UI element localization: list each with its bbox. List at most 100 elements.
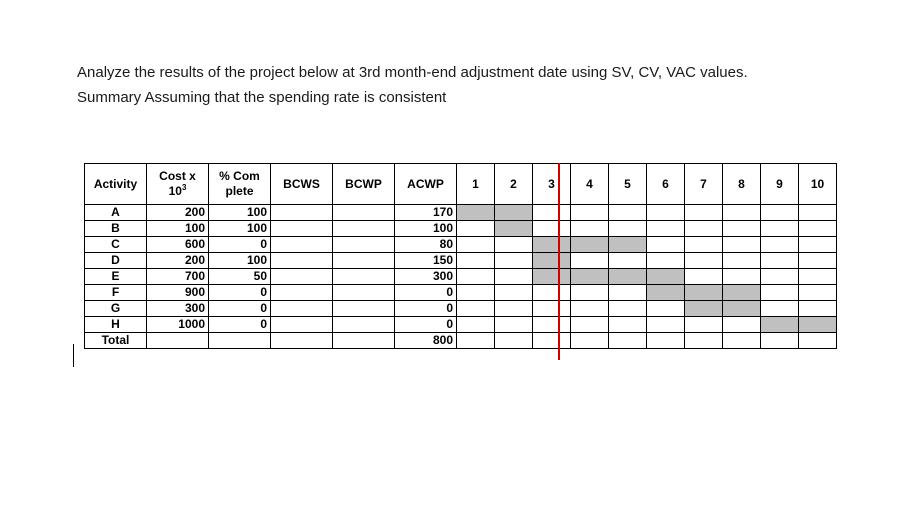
gantt-empty-cell bbox=[646, 220, 685, 237]
gantt-empty-cell bbox=[532, 332, 571, 349]
cell-bcwp bbox=[332, 252, 395, 269]
table-row: D 200 100 150 bbox=[84, 252, 837, 269]
header-month: 4 bbox=[570, 163, 609, 205]
gantt-empty-cell bbox=[570, 204, 609, 221]
cell-bcws bbox=[270, 316, 333, 333]
gantt-bar-cell bbox=[684, 284, 723, 301]
gantt-bar-cell bbox=[684, 300, 723, 317]
header-month: 3 bbox=[532, 163, 571, 205]
table-row: B 100 100 100 bbox=[84, 220, 837, 237]
cell-cost: 700 bbox=[146, 268, 209, 285]
header-percent-complete: % Com plete bbox=[208, 163, 271, 205]
cell-cost: 300 bbox=[146, 300, 209, 317]
gantt-empty-cell bbox=[684, 252, 723, 269]
gantt-empty-cell bbox=[570, 252, 609, 269]
cell-complete: 0 bbox=[208, 300, 271, 317]
gantt-empty-cell bbox=[760, 220, 799, 237]
cell-bcws bbox=[270, 204, 333, 221]
gantt-empty-cell bbox=[456, 316, 495, 333]
gantt-empty-cell bbox=[608, 284, 647, 301]
total-cost bbox=[146, 332, 209, 349]
gantt-empty-cell bbox=[798, 220, 837, 237]
gantt-empty-cell bbox=[570, 332, 609, 349]
total-row: Total 800 bbox=[84, 332, 837, 349]
gantt-empty-cell bbox=[494, 252, 533, 269]
cell-bcwp bbox=[332, 220, 395, 237]
instruction-line-2: Summary Assuming that the spending rate … bbox=[77, 89, 447, 106]
cell-activity: H bbox=[84, 316, 147, 333]
gantt-empty-cell bbox=[722, 268, 761, 285]
header-month: 5 bbox=[608, 163, 647, 205]
gantt-bar-cell bbox=[532, 252, 571, 269]
gantt-empty-cell bbox=[646, 300, 685, 317]
gantt-empty-cell bbox=[532, 316, 571, 333]
cell-complete: 100 bbox=[208, 220, 271, 237]
gantt-bar-cell bbox=[608, 268, 647, 285]
gantt-bar-cell bbox=[760, 316, 799, 333]
gantt-empty-cell bbox=[494, 268, 533, 285]
cell-complete: 0 bbox=[208, 284, 271, 301]
header-acwp: ACWP bbox=[394, 163, 457, 205]
gantt-empty-cell bbox=[684, 316, 723, 333]
header-month: 10 bbox=[798, 163, 837, 205]
cell-cost: 1000 bbox=[146, 316, 209, 333]
gantt-empty-cell bbox=[456, 268, 495, 285]
header-month: 6 bbox=[646, 163, 685, 205]
cell-acwp: 0 bbox=[394, 316, 457, 333]
gantt-empty-cell bbox=[684, 236, 723, 253]
cell-complete: 100 bbox=[208, 252, 271, 269]
gantt-empty-cell bbox=[722, 236, 761, 253]
gantt-empty-cell bbox=[608, 300, 647, 317]
header-cost: Cost x 103 bbox=[146, 163, 209, 205]
gantt-empty-cell bbox=[798, 204, 837, 221]
cell-cost: 600 bbox=[146, 236, 209, 253]
cell-bcws bbox=[270, 268, 333, 285]
cell-acwp: 300 bbox=[394, 268, 457, 285]
gantt-empty-cell bbox=[646, 236, 685, 253]
gantt-empty-cell bbox=[722, 204, 761, 221]
gantt-empty-cell bbox=[570, 300, 609, 317]
gantt-empty-cell bbox=[684, 332, 723, 349]
gantt-empty-cell bbox=[494, 332, 533, 349]
total-complete bbox=[208, 332, 271, 349]
gantt-empty-cell bbox=[494, 284, 533, 301]
cell-bcwp bbox=[332, 316, 395, 333]
gantt-bar-cell bbox=[646, 268, 685, 285]
gantt-bar-cell bbox=[570, 236, 609, 253]
gantt-empty-cell bbox=[456, 332, 495, 349]
total-bcws bbox=[270, 332, 333, 349]
cell-activity: C bbox=[84, 236, 147, 253]
table-row: F 900 0 0 bbox=[84, 284, 837, 301]
cell-complete: 0 bbox=[208, 236, 271, 253]
gantt-bar-cell bbox=[494, 220, 533, 237]
cell-acwp: 170 bbox=[394, 204, 457, 221]
header-month: 7 bbox=[684, 163, 723, 205]
header-month: 1 bbox=[456, 163, 495, 205]
cell-bcws bbox=[270, 300, 333, 317]
header-bcws: BCWS bbox=[270, 163, 333, 205]
gantt-empty-cell bbox=[722, 252, 761, 269]
cell-bcws bbox=[270, 252, 333, 269]
cell-activity: F bbox=[84, 284, 147, 301]
gantt-empty-cell bbox=[646, 316, 685, 333]
gantt-empty-cell bbox=[760, 284, 799, 301]
cell-complete: 0 bbox=[208, 316, 271, 333]
gantt-bar-cell bbox=[722, 284, 761, 301]
gantt-empty-cell bbox=[532, 204, 571, 221]
gantt-empty-cell bbox=[798, 236, 837, 253]
gantt-empty-cell bbox=[722, 316, 761, 333]
header-activity: Activity bbox=[84, 163, 147, 205]
cell-activity: A bbox=[84, 204, 147, 221]
cell-bcwp bbox=[332, 236, 395, 253]
table-row: E 700 50 300 bbox=[84, 268, 837, 285]
gantt-empty-cell bbox=[570, 284, 609, 301]
cell-cost: 200 bbox=[146, 204, 209, 221]
gantt-empty-cell bbox=[456, 220, 495, 237]
gantt-empty-cell bbox=[456, 284, 495, 301]
header-cost-exponent: 3 bbox=[181, 183, 187, 192]
header-month: 8 bbox=[722, 163, 761, 205]
cell-activity: E bbox=[84, 268, 147, 285]
cell-bcwp bbox=[332, 300, 395, 317]
gantt-bar-cell bbox=[798, 316, 837, 333]
instruction-line-1: Analyze the results of the project below… bbox=[77, 64, 748, 81]
